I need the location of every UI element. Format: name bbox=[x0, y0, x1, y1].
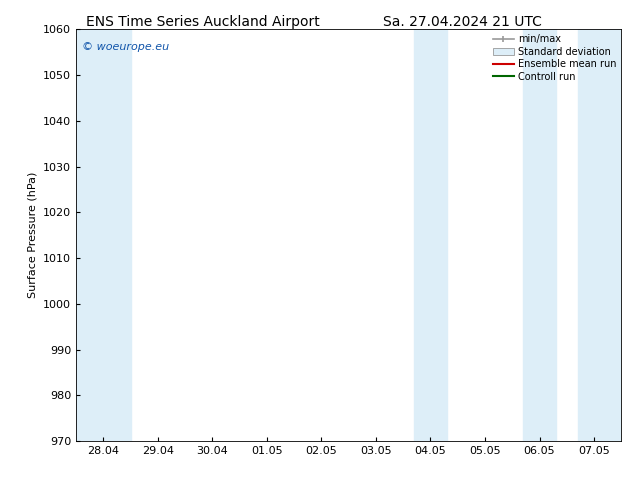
Bar bbox=[76, 29, 131, 441]
Bar bbox=[523, 29, 556, 441]
Text: ENS Time Series Auckland Airport: ENS Time Series Auckland Airport bbox=[86, 15, 320, 29]
Text: Sa. 27.04.2024 21 UTC: Sa. 27.04.2024 21 UTC bbox=[384, 15, 542, 29]
Text: © woeurope.eu: © woeurope.eu bbox=[82, 42, 169, 52]
Y-axis label: Surface Pressure (hPa): Surface Pressure (hPa) bbox=[27, 172, 37, 298]
Legend: min/max, Standard deviation, Ensemble mean run, Controll run: min/max, Standard deviation, Ensemble me… bbox=[489, 31, 619, 84]
Bar bbox=[578, 29, 621, 441]
Bar bbox=[414, 29, 447, 441]
